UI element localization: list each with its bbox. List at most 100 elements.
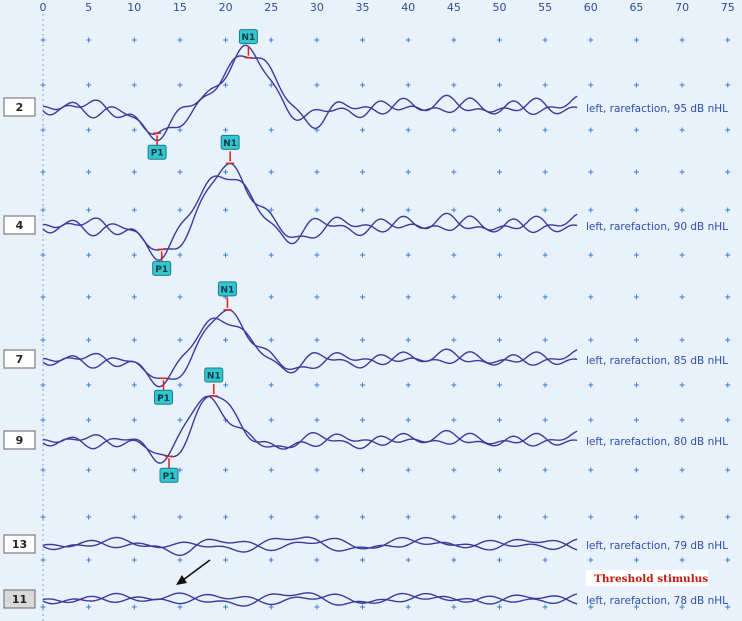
grid-plus bbox=[40, 294, 46, 300]
grid-plus bbox=[314, 252, 320, 258]
grid-plus bbox=[131, 382, 137, 388]
grid-plus bbox=[633, 382, 639, 388]
grid-plus bbox=[497, 252, 502, 258]
grid-plus bbox=[405, 169, 411, 175]
grid-plus bbox=[725, 514, 731, 520]
grid-plus bbox=[268, 557, 274, 563]
grid-plus bbox=[177, 207, 183, 213]
grid-plus bbox=[497, 382, 502, 388]
grid-plus bbox=[451, 252, 457, 258]
grid-plus bbox=[725, 467, 731, 473]
grid-plus bbox=[497, 169, 502, 175]
x-tick-label: 35 bbox=[356, 1, 370, 14]
grid-plus bbox=[314, 417, 320, 423]
waveform-trace bbox=[42, 592, 578, 606]
grid-plus bbox=[40, 169, 46, 175]
grid-plus bbox=[451, 294, 457, 300]
grid-plus bbox=[633, 294, 639, 300]
grid-plus bbox=[588, 169, 594, 175]
peak-marker-box bbox=[159, 467, 179, 483]
grid-plus bbox=[451, 37, 457, 43]
peak-marker-label: P1 bbox=[155, 265, 168, 275]
grid-plus bbox=[497, 127, 502, 133]
grid-plus bbox=[405, 557, 411, 563]
grid-plus bbox=[268, 207, 274, 213]
grid-plus bbox=[223, 252, 229, 258]
peak-marker-label: N1 bbox=[221, 285, 235, 295]
series-label: left, rarefaction, 80 dB nHL bbox=[586, 436, 728, 448]
grid-plus bbox=[40, 337, 46, 343]
peak-marker-box bbox=[147, 144, 167, 160]
grid-plus bbox=[633, 604, 639, 610]
grid-plus bbox=[360, 207, 366, 213]
series-label: left, rarefaction, 79 dB nHL bbox=[586, 540, 728, 552]
grid-plus bbox=[314, 604, 320, 610]
grid-plus bbox=[223, 127, 229, 133]
waveform-trace bbox=[42, 44, 578, 142]
grid-plus bbox=[679, 169, 685, 175]
grid-plus bbox=[40, 514, 46, 520]
grid-plus bbox=[86, 467, 92, 473]
grid-plus bbox=[223, 514, 229, 520]
grid-plus bbox=[131, 294, 137, 300]
grid-plus bbox=[40, 604, 46, 610]
grid-plus bbox=[451, 82, 457, 88]
grid-plus bbox=[497, 294, 502, 300]
row-id-box bbox=[3, 534, 36, 554]
peak-marker-label: N1 bbox=[223, 139, 237, 149]
waveform-trace bbox=[42, 395, 578, 464]
grid-plus bbox=[86, 604, 92, 610]
grid-plus bbox=[223, 604, 229, 610]
grid-plus bbox=[314, 382, 320, 388]
waveform-trace bbox=[42, 395, 578, 458]
x-tick-label: 25 bbox=[264, 1, 278, 14]
grid-plus bbox=[86, 294, 92, 300]
grid-plus bbox=[177, 127, 183, 133]
grid-plus bbox=[633, 82, 639, 88]
row-id-box bbox=[3, 349, 36, 369]
x-tick-label: 40 bbox=[401, 1, 415, 14]
grid-plus bbox=[497, 514, 502, 520]
grid-plus bbox=[86, 127, 92, 133]
grid-plus bbox=[40, 557, 46, 563]
grid-plus bbox=[405, 127, 411, 133]
row-id-box bbox=[3, 97, 36, 117]
grid-plus bbox=[40, 37, 46, 43]
grid-plus bbox=[40, 127, 46, 133]
grid-plus bbox=[405, 294, 411, 300]
grid-plus bbox=[223, 82, 229, 88]
grid-plus bbox=[679, 417, 685, 423]
row-id-label: 9 bbox=[16, 434, 24, 447]
x-tick-label: 50 bbox=[493, 1, 507, 14]
grid-plus bbox=[588, 467, 594, 473]
grid-plus bbox=[360, 467, 366, 473]
grid-plus bbox=[497, 337, 502, 343]
grid-plus bbox=[268, 82, 274, 88]
grid-plus bbox=[588, 557, 594, 563]
grid-plus bbox=[86, 169, 92, 175]
x-tick-label: 45 bbox=[447, 1, 461, 14]
grid-plus bbox=[360, 252, 366, 258]
arrow-shaft bbox=[182, 559, 211, 581]
grid-plus bbox=[86, 417, 92, 423]
grid-plus bbox=[497, 604, 502, 610]
grid-plus bbox=[360, 514, 366, 520]
arrow-head bbox=[176, 575, 187, 585]
grid-plus bbox=[314, 337, 320, 343]
grid-plus bbox=[405, 417, 411, 423]
grid-plus bbox=[268, 127, 274, 133]
grid-plus bbox=[223, 337, 229, 343]
x-tick-label: 10 bbox=[127, 1, 141, 14]
grid-plus bbox=[542, 604, 548, 610]
grid-plus bbox=[633, 467, 639, 473]
grid-plus bbox=[588, 337, 594, 343]
grid-plus bbox=[360, 127, 366, 133]
grid-plus bbox=[314, 169, 320, 175]
grid-plus bbox=[177, 337, 183, 343]
row-id-label: 2 bbox=[16, 101, 24, 114]
grid-plus bbox=[131, 252, 137, 258]
grid-plus bbox=[86, 514, 92, 520]
grid-plus bbox=[725, 294, 731, 300]
